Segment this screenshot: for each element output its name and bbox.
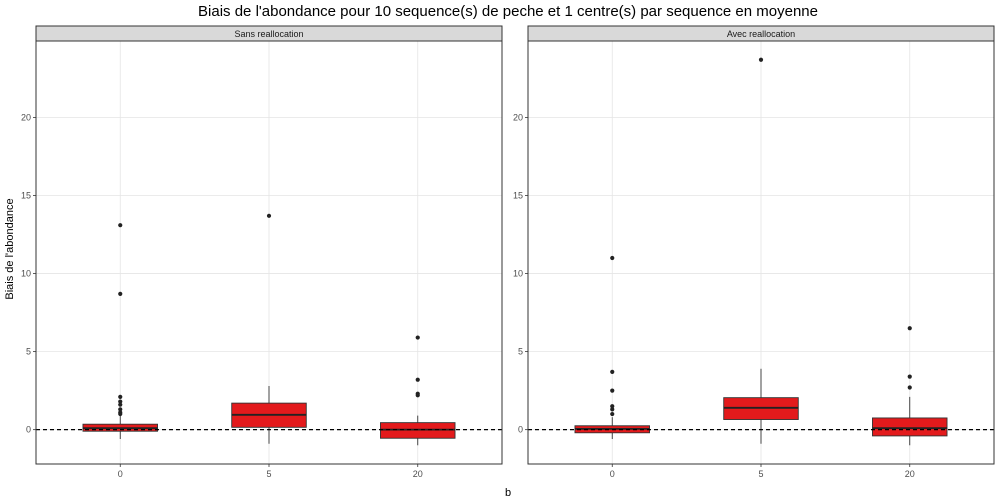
y-tick-label: 15 bbox=[513, 191, 523, 201]
outlier-point bbox=[118, 402, 123, 407]
y-tick-label: 0 bbox=[26, 425, 31, 435]
outlier-point bbox=[415, 393, 420, 398]
outlier-point bbox=[610, 407, 615, 412]
y-tick-label: 5 bbox=[518, 347, 523, 357]
chart-title: Biais de l'abondance pour 10 sequence(s)… bbox=[198, 3, 818, 20]
panel-strip-label: Sans reallocation bbox=[234, 29, 303, 39]
outlier-point bbox=[907, 385, 912, 390]
panel-strip-label: Avec reallocation bbox=[727, 29, 795, 39]
outlier-point bbox=[610, 411, 615, 417]
outlier-point bbox=[415, 335, 420, 340]
outlier-point bbox=[610, 404, 615, 409]
outlier-point bbox=[118, 411, 123, 417]
outlier-point bbox=[610, 369, 615, 375]
outlier-point bbox=[758, 57, 764, 62]
outlier-point bbox=[118, 291, 123, 296]
box-body bbox=[872, 417, 948, 437]
outlier-point bbox=[610, 388, 615, 393]
y-tick-label: 15 bbox=[21, 191, 31, 201]
x-tick-label: 20 bbox=[905, 469, 915, 479]
outlier-point bbox=[907, 326, 912, 331]
outlier-point bbox=[266, 213, 272, 218]
y-axis-title: Biais de l'abondance bbox=[4, 198, 16, 299]
outlier-point bbox=[610, 255, 615, 261]
outlier-point bbox=[118, 223, 123, 228]
x-tick-label: 0 bbox=[118, 469, 123, 479]
x-tick-label: 5 bbox=[758, 469, 763, 479]
box-5 bbox=[723, 57, 799, 444]
y-tick-label: 5 bbox=[26, 347, 31, 357]
outlier-point bbox=[907, 374, 912, 379]
box-0 bbox=[82, 223, 158, 440]
panel-sans-reallocation: Sans reallocation 0 5 10 15 20 0 5 20 bbox=[21, 25, 503, 479]
y-tick-label: 10 bbox=[513, 269, 523, 279]
y-tick-label: 20 bbox=[21, 112, 31, 122]
outlier-point bbox=[118, 407, 123, 412]
outlier-point bbox=[118, 394, 123, 399]
x-tick-label: 0 bbox=[610, 469, 615, 479]
y-tick-label: 10 bbox=[21, 269, 31, 279]
x-tick-label: 20 bbox=[413, 469, 423, 479]
outlier-point bbox=[118, 399, 123, 404]
y-tick-label: 20 bbox=[513, 112, 523, 122]
x-axis-title: b bbox=[505, 487, 511, 499]
panel-avec-reallocation: Avec reallocation 0 5 10 15 20 0 5 20 bbox=[513, 25, 995, 479]
box-20 bbox=[872, 326, 948, 446]
outlier-point bbox=[415, 377, 420, 382]
y-tick-label: 0 bbox=[518, 425, 523, 435]
x-tick-label: 5 bbox=[266, 469, 271, 479]
box-5 bbox=[231, 213, 307, 444]
